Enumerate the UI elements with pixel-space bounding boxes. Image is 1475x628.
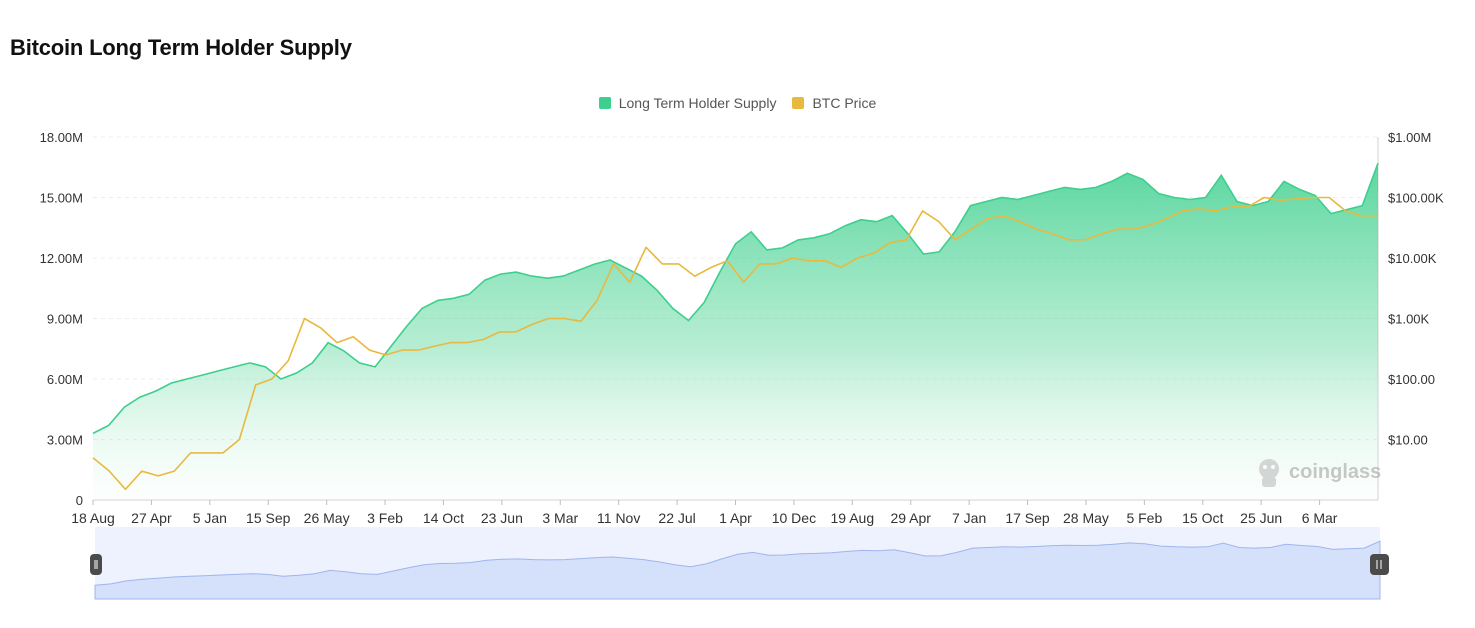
btc-price-line [92, 196, 1378, 491]
right-axis-tick-label: $1.00K [1388, 312, 1430, 327]
x-axis-tick-label: 25 Jun [1240, 510, 1282, 526]
left-axis: 0 3.00M 6.00M 9.00M 12.00M 15.00M 18.00M [40, 130, 83, 508]
right-axis-tick-label: $100.00K [1388, 191, 1444, 206]
right-axis-tick-label: $10.00K [1388, 251, 1437, 266]
coinglass-watermark: coinglass [1259, 459, 1381, 487]
lth-supply-line [92, 162, 1379, 435]
x-axis-tick-label: 11 Nov [597, 510, 640, 526]
right-axis-tick-label: $1.00M [1388, 130, 1431, 145]
x-axis-tick-label: 3 Mar [542, 510, 578, 526]
right-axis-tick-label: $100.00 [1388, 372, 1435, 387]
x-axis-tick-label: 5 Feb [1126, 510, 1162, 526]
x-axis-tick-label: 15 Oct [1182, 510, 1223, 526]
x-axis-tick-label: 17 Sep [1005, 510, 1050, 526]
left-axis-tick-label: 0 [76, 493, 83, 508]
range-navigator[interactable] [90, 527, 1389, 600]
legend-item-btc-price[interactable]: BTC Price [792, 95, 876, 111]
x-axis-tick-label: 27 Apr [131, 510, 172, 526]
left-axis-tick-label: 18.00M [40, 130, 83, 145]
left-axis-tick-label: 15.00M [40, 191, 83, 206]
x-axis-tick-label: 22 Jul [658, 510, 695, 526]
legend-swatch-lth-supply [598, 97, 611, 109]
x-axis-tick-label: 23 Jun [481, 510, 523, 526]
right-axis-tick-label: $10.00 [1388, 433, 1428, 448]
legend-label-lth-supply: Long Term Holder Supply [618, 95, 777, 111]
legend-item-lth-supply[interactable]: Long Term Holder Supply [598, 95, 777, 111]
series-layer [92, 162, 1379, 500]
x-axis-tick-label: 10 Dec [772, 510, 816, 526]
right-axis: $10.00 $100.00 $1.00K $10.00K $100.00K $1.00M [1388, 130, 1444, 448]
coinglass-logo-icon [1259, 459, 1279, 487]
x-axis-tick-label: 18 Aug [71, 510, 115, 526]
x-axis-tick-label: 26 May [304, 510, 350, 526]
left-axis-tick-label: 12.00M [40, 251, 83, 266]
x-axis-tick-label: 7 Jan [952, 510, 986, 526]
navigator-area [94, 540, 1381, 600]
navigator-left-handle[interactable] [90, 554, 102, 575]
left-axis-tick-label: 6.00M [47, 372, 83, 387]
x-axis-tick-label: 14 Oct [423, 510, 464, 526]
x-axis-tick-label: 5 Jan [193, 510, 227, 526]
legend-label-btc-price: BTC Price [812, 95, 877, 111]
x-axis-tick-label: 28 May [1063, 510, 1109, 526]
coinglass-wordmark: coinglass [1289, 461, 1381, 483]
x-axis-tick-label: 29 Apr [890, 510, 931, 526]
x-axis-tick-label: 15 Sep [246, 510, 291, 526]
page-title: Bitcoin Long Term Holder Supply [10, 35, 352, 60]
legend-swatch-btc-price [792, 97, 805, 109]
x-axis-tick-label: 6 Mar [1302, 510, 1338, 526]
x-axis-tick-label: 19 Aug [831, 510, 875, 526]
left-axis-tick-label: 9.00M [47, 312, 83, 327]
left-axis-tick-label: 3.00M [47, 433, 83, 448]
chart-legend: Long Term Holder Supply BTC Price [0, 95, 1475, 111]
lth-supply-area [93, 163, 1378, 500]
x-axis-tick-label: 3 Feb [367, 510, 403, 526]
navigator-right-handle[interactable] [1370, 554, 1389, 575]
x-axis-tick-label: 1 Apr [719, 510, 752, 526]
